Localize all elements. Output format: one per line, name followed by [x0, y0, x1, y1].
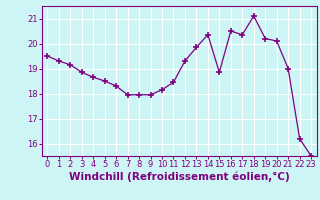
X-axis label: Windchill (Refroidissement éolien,°C): Windchill (Refroidissement éolien,°C) [69, 172, 290, 182]
